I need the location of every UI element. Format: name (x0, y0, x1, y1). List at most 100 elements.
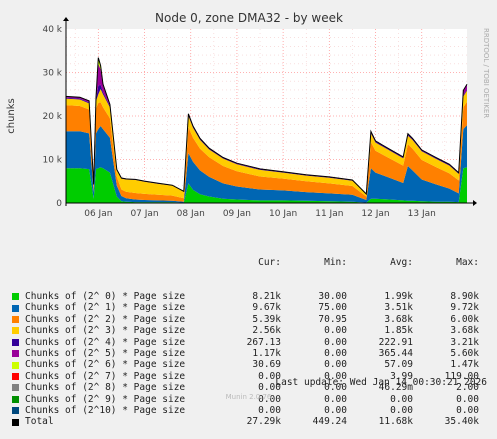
x-tick-label: 07 Jan (130, 209, 158, 219)
value-min: 30.00 (318, 291, 347, 303)
x-tick-label: 11 Jan (315, 209, 343, 219)
legend-row: Chunks of (2^ 5) * Page size 1.17k 0.00 365… (12, 348, 479, 359)
value-max: 119.00 (444, 370, 479, 382)
legend-swatch (12, 407, 19, 415)
value-avg: 1.85k (384, 325, 413, 337)
legend-name: Chunks of (2^ 4) * Page size (25, 336, 186, 348)
legend-name: Chunks of (2^ 7) * Page size (25, 370, 186, 382)
x-tick-label: 13 Jan (408, 209, 436, 219)
legend-swatch (12, 395, 19, 403)
col-cur: Cur: (258, 256, 281, 268)
legend-rows: Chunks of (2^ 0) * Page size 8.21k 30.00 1.… (12, 291, 479, 428)
value-cur: 5.39k (252, 313, 281, 325)
value-avg: 365.44 (378, 347, 413, 359)
x-tick-label: 10 Jan (269, 209, 297, 219)
col-max: Max: (456, 256, 479, 268)
legend-swatch (12, 338, 19, 346)
value-avg: 0.00 (390, 393, 413, 405)
legend-name: Total (25, 416, 54, 428)
value-max: 9.72k (450, 302, 479, 314)
legend-name: Chunks of (2^ 6) * Page size (25, 359, 186, 371)
value-max: 3.21k (450, 336, 479, 348)
legend-name: Chunks of (2^ 1) * Page size (25, 302, 186, 314)
legend-name: Chunks of (2^ 8) * Page size (25, 382, 186, 394)
value-min: 70.95 (318, 313, 347, 325)
last-update: Last update: Wed Jan 14 00:30:21 2026 (275, 377, 487, 388)
x-tick-labels: 06 Jan 07 Jan 08 Jan 09 Jan 10 Jan 11 Jan 12 J… (84, 209, 436, 219)
value-avg: 1.99k (384, 291, 413, 303)
legend-swatch (12, 418, 19, 426)
y-axis-label: chunks (6, 98, 17, 134)
value-min: 0.00 (324, 347, 347, 359)
col-avg: Avg: (390, 256, 413, 268)
stacked-areas (65, 57, 468, 203)
value-min: 449.24 (312, 416, 347, 428)
value-max: 5.60k (450, 347, 479, 359)
value-avg: 11.68k (378, 416, 413, 428)
value-min: 75.00 (318, 302, 347, 314)
legend-swatch (12, 372, 19, 380)
value-max: 2.00 (456, 382, 479, 394)
legend-row: Total 27.29k 449.24 11.68k 35.40k (12, 416, 479, 427)
value-cur: 0.00 (258, 382, 281, 394)
x-tick-label: 09 Jan (223, 209, 251, 219)
value-cur: 27.29k (246, 416, 281, 428)
legend: Cur: Min: Avg: Max: Chunks of (2^ 0) * P… (12, 234, 479, 439)
legend-row: Chunks of (2^ 0) * Page size 8.21k 30.00 1.… (12, 291, 479, 302)
legend-name: Chunks of (2^ 2) * Page size (25, 313, 186, 325)
legend-name: Chunks of (2^ 5) * Page size (25, 347, 186, 359)
value-cur: 0.00 (258, 370, 281, 382)
legend-row: Chunks of (2^ 2) * Page size 5.39k 70.95 3.… (12, 314, 479, 325)
chart: Node 0, zone DMA32 - by week chunks RRDT… (6, 11, 490, 219)
rrdtool-credit: RRDTOOL / TOBI OETIKER (482, 28, 490, 118)
value-max: 35.40k (444, 416, 479, 428)
value-cur: 0.00 (258, 393, 281, 405)
value-avg: 46.29m (378, 382, 413, 394)
munin-version: Munin 2.0.76 (225, 393, 272, 401)
y-tick-label: 30 k (42, 69, 62, 79)
value-cur: 267.13 (246, 336, 281, 348)
value-min: 0.00 (324, 325, 347, 337)
value-max: 0.00 (456, 393, 479, 405)
legend-row: Chunks of (2^ 1) * Page size 9.67k 75.00 3.… (12, 302, 479, 313)
legend-header: Cur: Min: Avg: Max: (12, 257, 479, 268)
col-min: Min: (324, 256, 347, 268)
area-order-1 (66, 125, 467, 203)
legend-swatch (12, 304, 19, 312)
value-cur: 8.21k (252, 291, 281, 303)
chart-title: Node 0, zone DMA32 - by week (155, 11, 343, 25)
area-order-0 (66, 167, 467, 203)
value-min: 0.00 (324, 359, 347, 371)
y-tick-label: 0 (56, 199, 62, 209)
y-tick-label: 20 k (42, 112, 62, 122)
y-tick-label: 10 k (42, 156, 62, 166)
legend-row: Chunks of (2^ 3) * Page size 2.56k 0.00 1.8… (12, 325, 479, 336)
x-tick-label: 12 Jan (361, 209, 389, 219)
x-axis-arrow (473, 200, 477, 206)
legend-swatch (12, 384, 19, 392)
axes (63, 17, 477, 206)
legend-swatch (12, 327, 19, 335)
legend-row: Chunks of (2^ 6) * Page size 30.69 0.00 57.… (12, 359, 479, 370)
value-avg: 3.99 (390, 370, 413, 382)
value-min: 0.00 (324, 393, 347, 405)
y-axis-arrow (63, 17, 69, 21)
legend-row: Chunks of (2^ 8) * Page size 0.00 0.00 46.2… (12, 382, 479, 393)
value-min: 0.00 (324, 336, 347, 348)
value-cur: 9.67k (252, 302, 281, 314)
legend-name: Chunks of (2^ 9) * Page size (25, 393, 186, 405)
value-max: 1.47k (450, 359, 479, 371)
area-order-2 (66, 101, 467, 202)
legend-name: Chunks of (2^ 3) * Page size (25, 325, 186, 337)
legend-name: Chunks of (2^ 0) * Page size (25, 291, 186, 303)
value-cur: 1.17k (252, 347, 281, 359)
legend-row: Chunks of (2^ 9) * Page size 0.00 0.00 0.00… (12, 394, 479, 405)
legend-row: Chunks of (2^ 7) * Page size 0.00 0.00 3.99… (12, 371, 479, 382)
value-avg: 3.51k (384, 302, 413, 314)
value-max: 8.90k (450, 291, 479, 303)
value-avg: 57.09 (384, 359, 413, 371)
y-tick-label: 40 k (42, 25, 62, 35)
value-cur: 30.69 (252, 359, 281, 371)
y-tick-labels: 0 10 k 20 k 30 k 40 k (42, 25, 62, 209)
legend-swatch (12, 315, 19, 323)
